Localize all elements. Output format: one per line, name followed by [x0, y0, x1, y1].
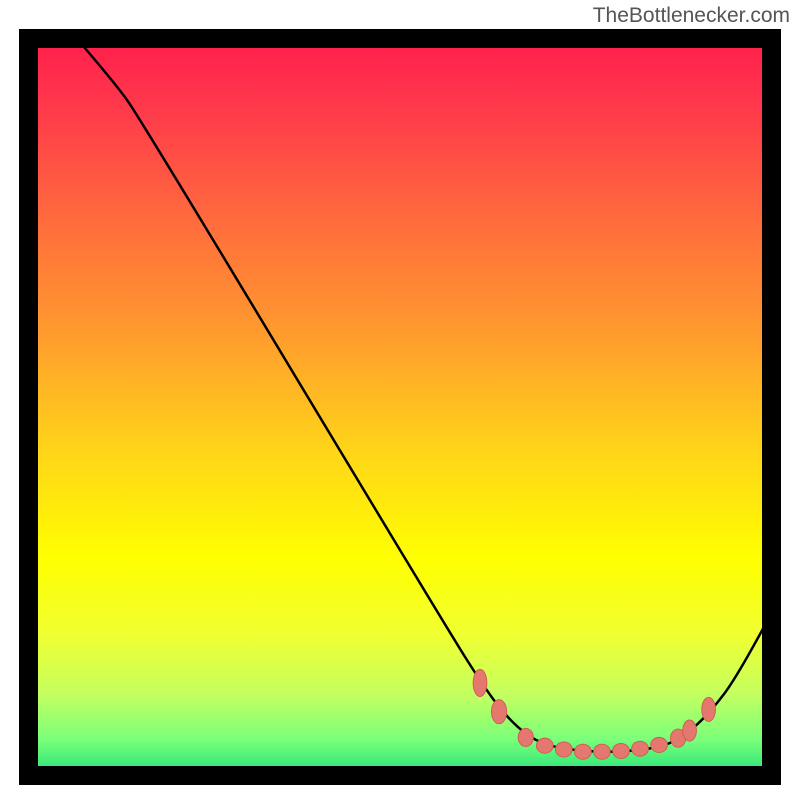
data-marker [518, 728, 533, 746]
chart-container: TheBottlenecker.com [0, 0, 800, 800]
data-marker [594, 744, 611, 759]
data-marker [473, 669, 487, 696]
data-marker [574, 744, 591, 759]
data-marker [491, 700, 506, 724]
data-marker [651, 737, 668, 752]
data-marker [613, 743, 630, 758]
data-marker [536, 738, 553, 753]
watermark-text: TheBottlenecker.com [593, 4, 790, 28]
data-marker [555, 742, 572, 757]
data-marker [683, 720, 697, 741]
plot-area [19, 29, 781, 785]
bottleneck-curve [69, 29, 781, 752]
data-marker [632, 741, 649, 756]
data-marker [702, 697, 716, 721]
curve-overlay [19, 29, 781, 785]
